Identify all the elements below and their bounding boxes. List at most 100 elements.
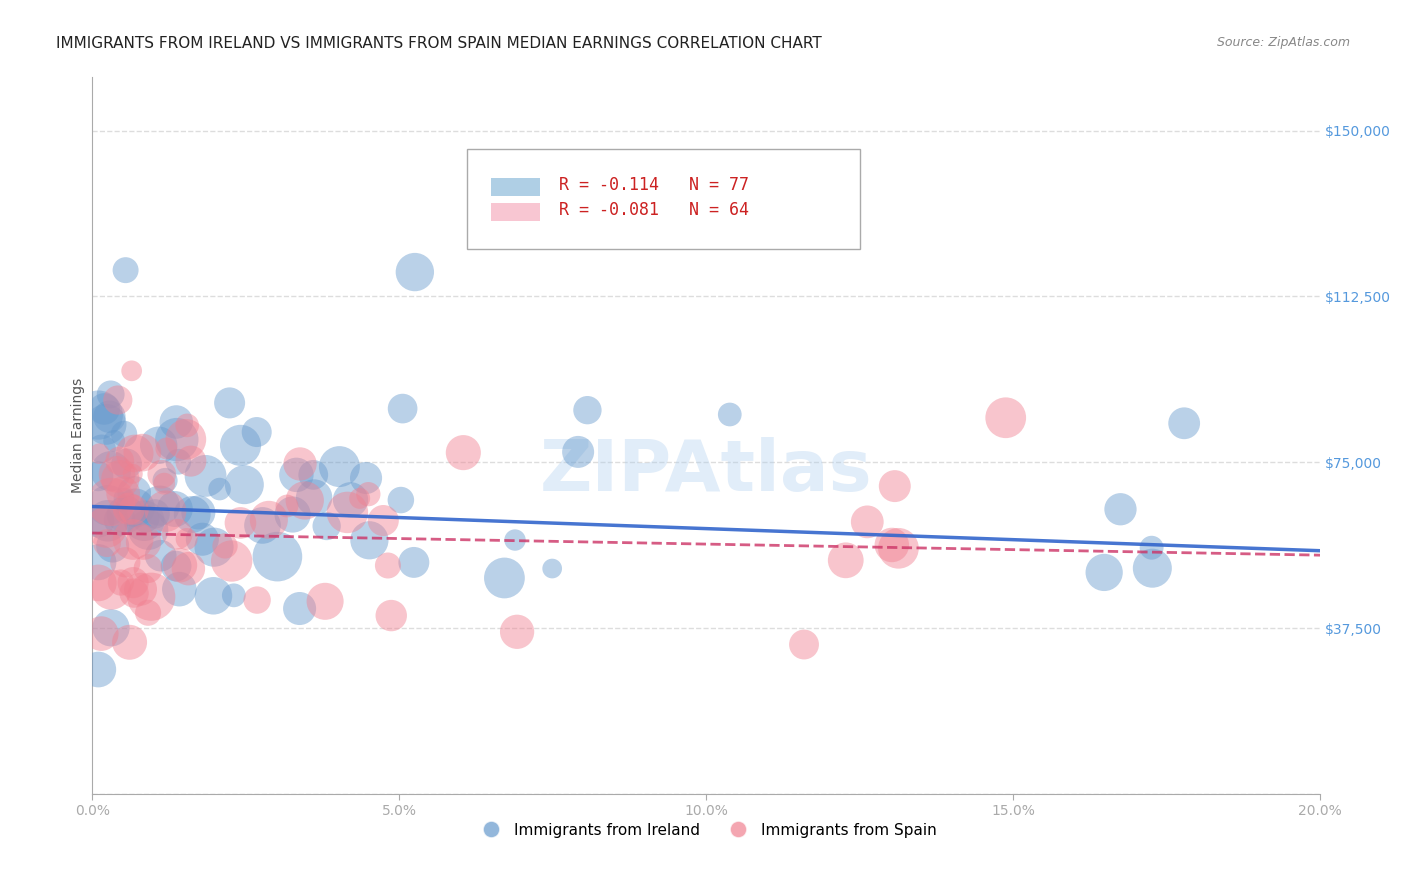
Point (110, 472, 132, 486)
Point (257, 513, 280, 527)
Point (266, 549, 288, 564)
Point (110, 575, 132, 590)
Point (135, 512, 157, 526)
Point (118, 635, 141, 649)
Point (122, 586, 145, 600)
Point (87, 555, 110, 569)
Point (506, 624, 529, 639)
Point (402, 555, 425, 569)
Point (100, 582, 122, 597)
Point (302, 467, 325, 482)
Point (328, 459, 350, 474)
Point (166, 527, 188, 541)
Point (101, 539, 124, 553)
Point (136, 606, 159, 620)
Point (233, 477, 256, 491)
Point (194, 468, 217, 483)
Point (98, 409, 121, 424)
Point (177, 562, 200, 576)
Point (115, 457, 138, 471)
Point (380, 608, 402, 623)
Point (222, 588, 245, 602)
Point (1109, 502, 1132, 516)
Text: R = -0.081   N = 64: R = -0.081 N = 64 (558, 201, 749, 219)
Point (143, 507, 166, 521)
Point (121, 467, 143, 481)
Point (136, 523, 159, 537)
Point (165, 415, 187, 429)
Point (202, 540, 225, 554)
Point (112, 486, 135, 500)
Point (377, 558, 399, 573)
Point (132, 535, 155, 549)
Point (354, 471, 377, 485)
Point (281, 508, 304, 522)
Point (169, 582, 191, 596)
Point (373, 514, 395, 528)
Point (174, 433, 197, 447)
Point (218, 396, 240, 410)
Point (90, 442, 112, 456)
Point (246, 593, 269, 607)
Point (149, 499, 172, 513)
Point (148, 438, 170, 452)
Point (94, 417, 117, 432)
Point (181, 508, 204, 522)
Point (359, 533, 381, 548)
Point (100, 387, 122, 401)
Point (114, 263, 136, 277)
Point (108, 513, 131, 527)
Point (576, 403, 599, 417)
Point (131, 445, 153, 459)
Point (302, 491, 325, 505)
Point (994, 410, 1017, 425)
Point (887, 541, 910, 556)
Point (294, 493, 316, 508)
Point (288, 457, 311, 471)
Point (166, 433, 188, 447)
Point (163, 502, 186, 516)
Point (124, 446, 146, 460)
Point (153, 476, 176, 491)
Point (567, 445, 589, 459)
Point (165, 559, 187, 574)
Point (349, 491, 371, 506)
Point (112, 426, 135, 441)
Point (150, 467, 173, 482)
Point (121, 364, 143, 378)
Point (90, 626, 112, 640)
Point (169, 558, 191, 573)
Point (100, 464, 122, 478)
Point (202, 589, 225, 603)
Point (252, 518, 274, 533)
Point (276, 499, 298, 513)
Point (404, 265, 426, 279)
Y-axis label: Median Earnings: Median Earnings (72, 378, 86, 493)
Point (122, 575, 145, 590)
Point (167, 455, 190, 469)
Point (835, 553, 858, 567)
Point (114, 508, 136, 522)
Point (187, 505, 209, 519)
Point (494, 571, 516, 585)
Point (134, 514, 156, 528)
Point (718, 408, 741, 422)
Point (288, 601, 311, 615)
Text: R = -0.114   N = 77: R = -0.114 N = 77 (558, 176, 749, 194)
Bar (491, 178, 540, 195)
Point (122, 503, 145, 517)
Point (87, 408, 110, 422)
Point (105, 467, 128, 482)
Point (149, 549, 172, 563)
Point (114, 555, 136, 569)
Point (503, 533, 526, 547)
Point (856, 515, 879, 529)
Point (141, 590, 163, 604)
Point (229, 438, 252, 452)
Point (124, 500, 146, 515)
Point (180, 454, 202, 468)
Point (176, 418, 198, 433)
Point (1092, 566, 1115, 580)
Point (129, 582, 152, 597)
Point (1173, 417, 1195, 431)
